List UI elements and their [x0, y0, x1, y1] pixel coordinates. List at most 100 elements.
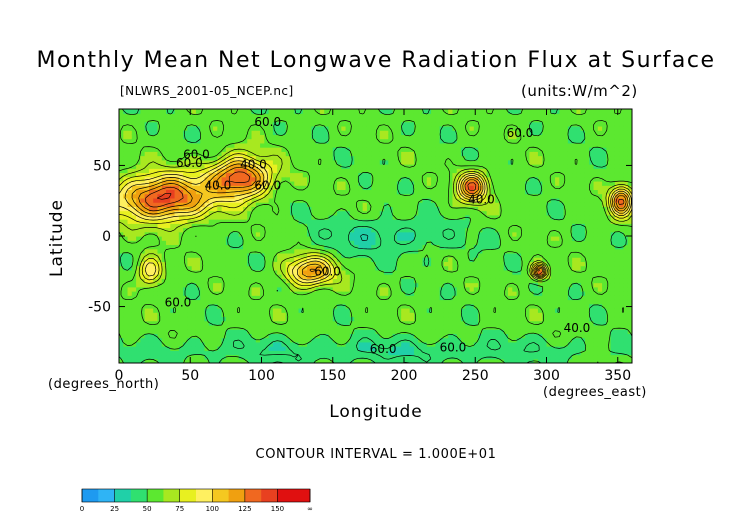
field-cell [131, 214, 137, 220]
field-cell [396, 168, 402, 174]
field-cell [200, 176, 206, 182]
field-cell [221, 121, 227, 127]
field-cell [247, 231, 253, 237]
field-cell [409, 303, 415, 309]
field-cell [161, 337, 167, 343]
field-cell [225, 206, 231, 212]
field-cell [431, 236, 436, 241]
field-cell [230, 202, 236, 207]
field-cell [277, 189, 283, 195]
field-cell [431, 337, 436, 343]
field-cell [204, 324, 210, 330]
field-cell [362, 125, 368, 131]
field-cell [388, 142, 394, 148]
field-cell [456, 202, 462, 207]
field-cell [294, 329, 300, 334]
field-cell [178, 320, 184, 326]
field-cell [170, 329, 176, 334]
field-cell [392, 172, 398, 178]
field-cell [452, 210, 458, 216]
field-cell [272, 337, 278, 343]
field-cell [337, 316, 342, 322]
field-cell [379, 121, 385, 127]
field-cell [413, 244, 419, 250]
field-cell [234, 236, 240, 241]
field-cell [242, 223, 248, 229]
field-cell [371, 138, 377, 144]
field-cell [392, 109, 398, 114]
field-cell [345, 214, 351, 220]
field-cell [251, 130, 257, 135]
field-cell [294, 142, 300, 148]
field-cell [409, 168, 415, 174]
field-cell [328, 316, 334, 322]
field-cell [230, 138, 236, 144]
field-cell [384, 346, 389, 351]
field-cell [187, 109, 193, 114]
field-cell [328, 197, 334, 203]
field-cell [255, 346, 261, 351]
field-cell [405, 180, 411, 186]
field-cell [375, 223, 381, 229]
field-cell [238, 236, 244, 241]
field-cell [469, 278, 475, 284]
field-cell [251, 333, 257, 339]
field-cell [431, 278, 436, 284]
field-cell [435, 219, 441, 224]
field-cell [302, 291, 308, 296]
field-cell [448, 312, 454, 318]
field-cell [119, 346, 124, 351]
field-cell [388, 130, 394, 135]
field-cell [461, 231, 466, 237]
field-cell [255, 109, 261, 114]
field-cell [431, 197, 436, 203]
field-cell [268, 164, 274, 169]
field-cell [290, 176, 295, 182]
field-cell [311, 180, 317, 186]
field-cell [285, 312, 291, 318]
field-cell [136, 219, 141, 224]
field-cell [242, 236, 248, 241]
field-cell [225, 320, 231, 326]
field-cell [260, 278, 265, 284]
field-cell [452, 252, 458, 258]
field-cell [349, 164, 355, 169]
field-cell [448, 257, 454, 262]
field-cell [413, 354, 419, 360]
field-cell [375, 206, 381, 212]
field-cell [277, 214, 283, 220]
field-cell [221, 282, 227, 288]
field-cell [418, 350, 424, 356]
field-cell [272, 164, 278, 169]
field-cell [153, 358, 159, 363]
field-cell [131, 164, 137, 169]
field-cell [213, 189, 218, 195]
field-cell [195, 185, 201, 191]
field-cell [439, 282, 445, 288]
field-cell [264, 130, 270, 135]
field-cell [307, 341, 312, 347]
field-cell [401, 197, 407, 203]
field-cell [362, 354, 368, 360]
field-cell [268, 206, 274, 212]
field-cell [362, 312, 368, 318]
field-cell [217, 252, 223, 258]
field-cell [234, 125, 240, 131]
field-cell [136, 180, 141, 186]
field-cell [242, 155, 248, 161]
field-cell [431, 248, 436, 254]
field-cell [354, 202, 359, 207]
field-cell [230, 358, 236, 363]
field-cell [443, 354, 449, 360]
field-cell [418, 197, 424, 203]
field-cell [328, 134, 334, 140]
field-cell [371, 180, 377, 186]
field-cell [307, 159, 312, 165]
field-cell [358, 109, 364, 114]
field-cell [136, 109, 141, 114]
field-cell [272, 189, 278, 195]
field-cell [225, 240, 231, 246]
field-cell [157, 261, 163, 267]
field-cell [461, 210, 466, 216]
field-cell [409, 219, 415, 224]
